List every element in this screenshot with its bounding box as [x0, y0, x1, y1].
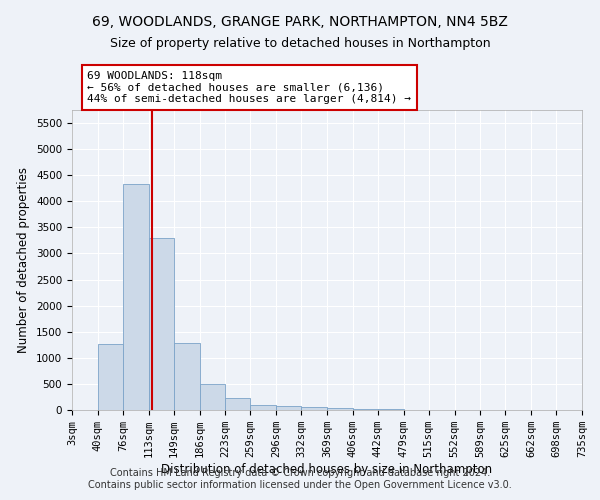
Bar [174, 344, 199, 410]
Y-axis label: Number of detached properties: Number of detached properties [17, 167, 31, 353]
Bar [276, 406, 301, 410]
Text: Size of property relative to detached houses in Northampton: Size of property relative to detached ho… [110, 38, 490, 51]
Bar [123, 184, 149, 410]
Bar [199, 384, 225, 410]
Bar [225, 398, 250, 410]
Text: 69 WOODLANDS: 118sqm
← 56% of detached houses are smaller (6,136)
44% of semi-de: 69 WOODLANDS: 118sqm ← 56% of detached h… [88, 71, 412, 104]
Text: Contains HM Land Registry data © Crown copyright and database right 2024.
Contai: Contains HM Land Registry data © Crown c… [88, 468, 512, 490]
Bar [353, 408, 378, 410]
Bar [378, 409, 404, 410]
Bar [98, 344, 123, 410]
Bar [301, 407, 327, 410]
Bar [250, 405, 276, 410]
Bar [149, 238, 174, 410]
Bar [327, 408, 353, 410]
X-axis label: Distribution of detached houses by size in Northampton: Distribution of detached houses by size … [161, 463, 493, 476]
Text: 69, WOODLANDS, GRANGE PARK, NORTHAMPTON, NN4 5BZ: 69, WOODLANDS, GRANGE PARK, NORTHAMPTON,… [92, 15, 508, 29]
